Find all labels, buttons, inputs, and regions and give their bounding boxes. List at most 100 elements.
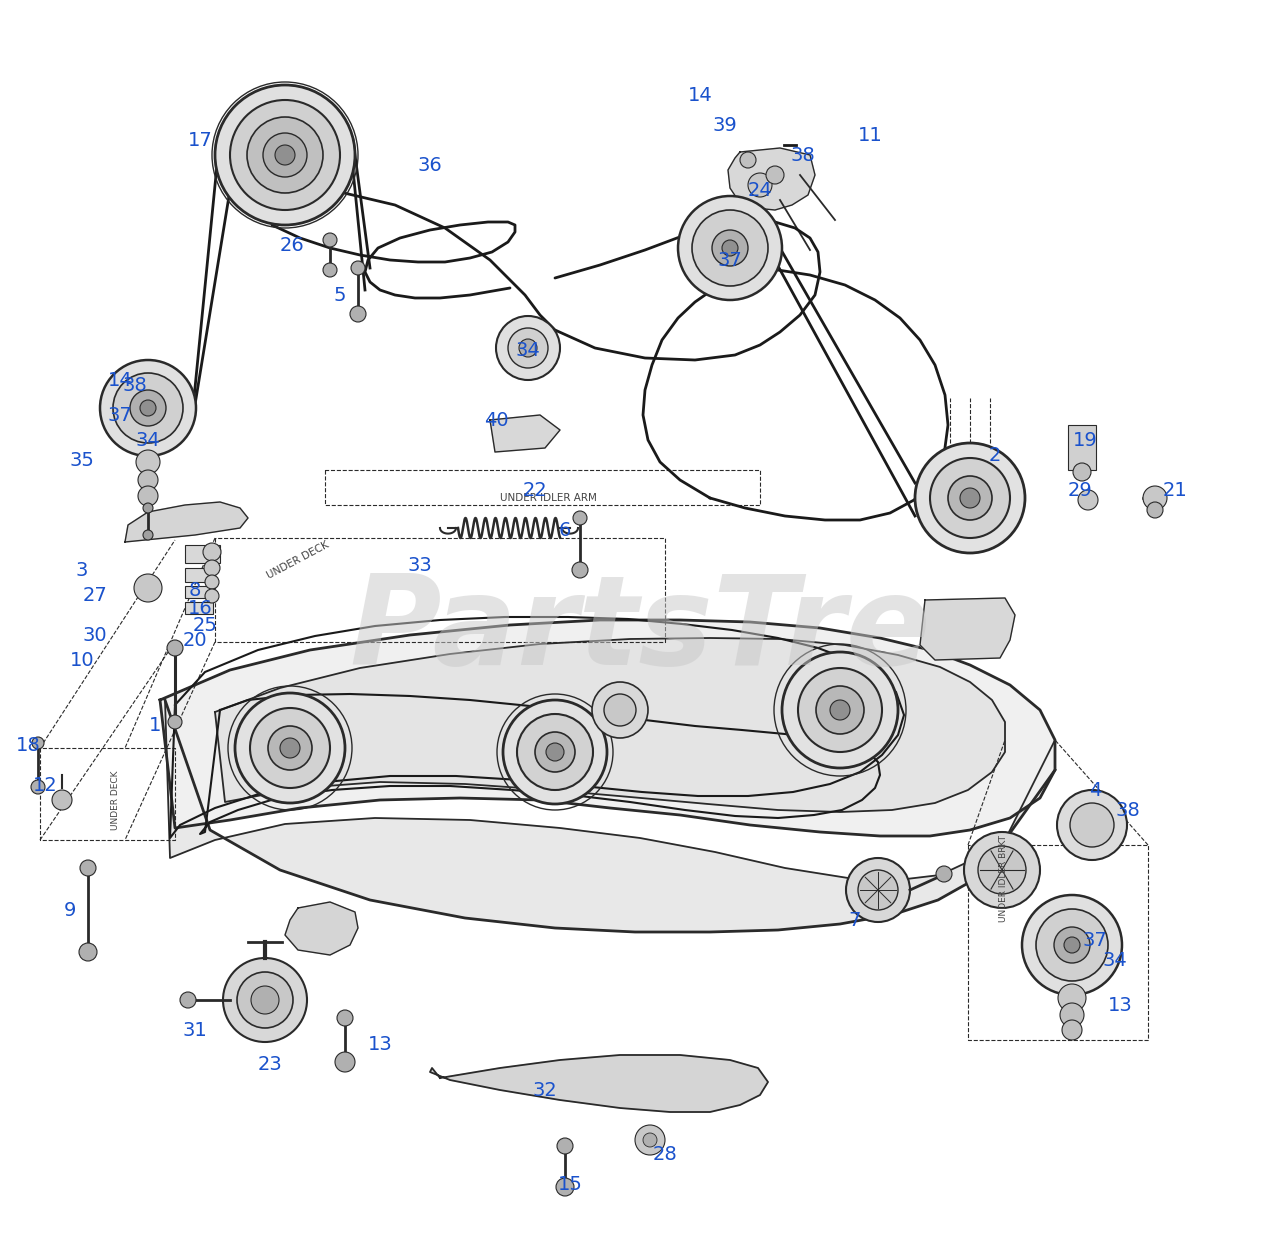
Circle shape — [268, 725, 312, 771]
Polygon shape — [490, 415, 561, 452]
Text: 1: 1 — [148, 715, 161, 734]
Polygon shape — [728, 148, 815, 210]
Bar — [186, 586, 212, 597]
Text: 13: 13 — [367, 1035, 393, 1054]
Polygon shape — [920, 597, 1015, 660]
Circle shape — [205, 575, 219, 589]
Circle shape — [215, 85, 355, 225]
Circle shape — [113, 373, 183, 443]
Circle shape — [138, 486, 157, 506]
Text: UNDER DECK: UNDER DECK — [265, 540, 330, 581]
Circle shape — [52, 789, 72, 809]
Text: 40: 40 — [484, 410, 508, 429]
Text: 29: 29 — [1068, 481, 1092, 499]
Circle shape — [143, 503, 154, 513]
Circle shape — [180, 991, 196, 1008]
Text: 34: 34 — [516, 340, 540, 359]
Circle shape — [765, 166, 785, 184]
Circle shape — [722, 240, 739, 256]
Bar — [186, 545, 220, 563]
Circle shape — [817, 686, 864, 734]
Circle shape — [915, 443, 1025, 553]
Polygon shape — [165, 700, 1055, 932]
Circle shape — [497, 316, 561, 380]
Text: 26: 26 — [279, 236, 305, 255]
Bar — [186, 569, 215, 582]
Text: 22: 22 — [522, 481, 548, 499]
Text: PartsTre: PartsTre — [349, 570, 931, 690]
Circle shape — [1070, 803, 1114, 847]
Circle shape — [337, 1010, 353, 1027]
Circle shape — [712, 230, 748, 266]
Circle shape — [1062, 1020, 1082, 1040]
Text: 18: 18 — [15, 735, 41, 754]
Text: 39: 39 — [713, 115, 737, 134]
Circle shape — [143, 530, 154, 540]
Circle shape — [692, 210, 768, 286]
Bar — [186, 602, 212, 614]
Polygon shape — [125, 502, 248, 542]
Circle shape — [131, 390, 166, 425]
Circle shape — [236, 693, 346, 803]
Text: 15: 15 — [558, 1176, 582, 1195]
Circle shape — [247, 117, 323, 193]
Circle shape — [1143, 486, 1167, 510]
Circle shape — [643, 1133, 657, 1147]
Text: 35: 35 — [69, 451, 95, 469]
Circle shape — [1078, 489, 1098, 510]
Text: 32: 32 — [532, 1081, 557, 1099]
Circle shape — [32, 737, 44, 749]
Text: 38: 38 — [791, 146, 815, 164]
Bar — [1068, 425, 1096, 471]
Circle shape — [572, 562, 588, 579]
Circle shape — [604, 694, 636, 725]
Text: 28: 28 — [653, 1146, 677, 1165]
Circle shape — [323, 264, 337, 277]
Circle shape — [948, 476, 992, 520]
Circle shape — [678, 196, 782, 300]
Text: 6: 6 — [559, 521, 571, 540]
Text: 23: 23 — [257, 1055, 283, 1074]
Circle shape — [335, 1052, 355, 1072]
Circle shape — [740, 152, 756, 168]
Circle shape — [134, 574, 163, 602]
Circle shape — [1021, 895, 1123, 995]
Text: 12: 12 — [32, 776, 58, 794]
Circle shape — [250, 708, 330, 788]
Circle shape — [1059, 984, 1085, 1012]
Circle shape — [931, 458, 1010, 538]
Text: 5: 5 — [334, 285, 347, 305]
Circle shape — [797, 668, 882, 752]
Circle shape — [557, 1138, 573, 1155]
Circle shape — [846, 858, 910, 922]
Circle shape — [204, 543, 221, 561]
Circle shape — [168, 715, 182, 729]
Text: 11: 11 — [858, 126, 882, 144]
Text: 34: 34 — [136, 430, 160, 449]
Circle shape — [535, 732, 575, 772]
Text: 31: 31 — [183, 1020, 207, 1039]
Circle shape — [748, 173, 772, 197]
Text: 14: 14 — [687, 85, 713, 104]
Circle shape — [275, 146, 294, 164]
Circle shape — [136, 451, 160, 474]
Circle shape — [635, 1124, 666, 1155]
Text: 13: 13 — [1107, 995, 1133, 1014]
Circle shape — [518, 339, 538, 356]
Circle shape — [351, 261, 365, 275]
Text: 16: 16 — [188, 599, 212, 617]
Circle shape — [1147, 502, 1164, 518]
Text: 36: 36 — [417, 156, 443, 174]
Text: 30: 30 — [83, 625, 108, 645]
Circle shape — [31, 781, 45, 794]
Circle shape — [262, 133, 307, 177]
Text: 20: 20 — [183, 630, 207, 650]
Circle shape — [858, 870, 899, 910]
Text: 33: 33 — [407, 556, 433, 575]
Circle shape — [79, 943, 97, 961]
Text: 37: 37 — [1083, 930, 1107, 950]
Circle shape — [1064, 937, 1080, 953]
Circle shape — [1053, 927, 1091, 963]
Polygon shape — [215, 638, 1005, 812]
Text: 4: 4 — [1089, 781, 1101, 799]
